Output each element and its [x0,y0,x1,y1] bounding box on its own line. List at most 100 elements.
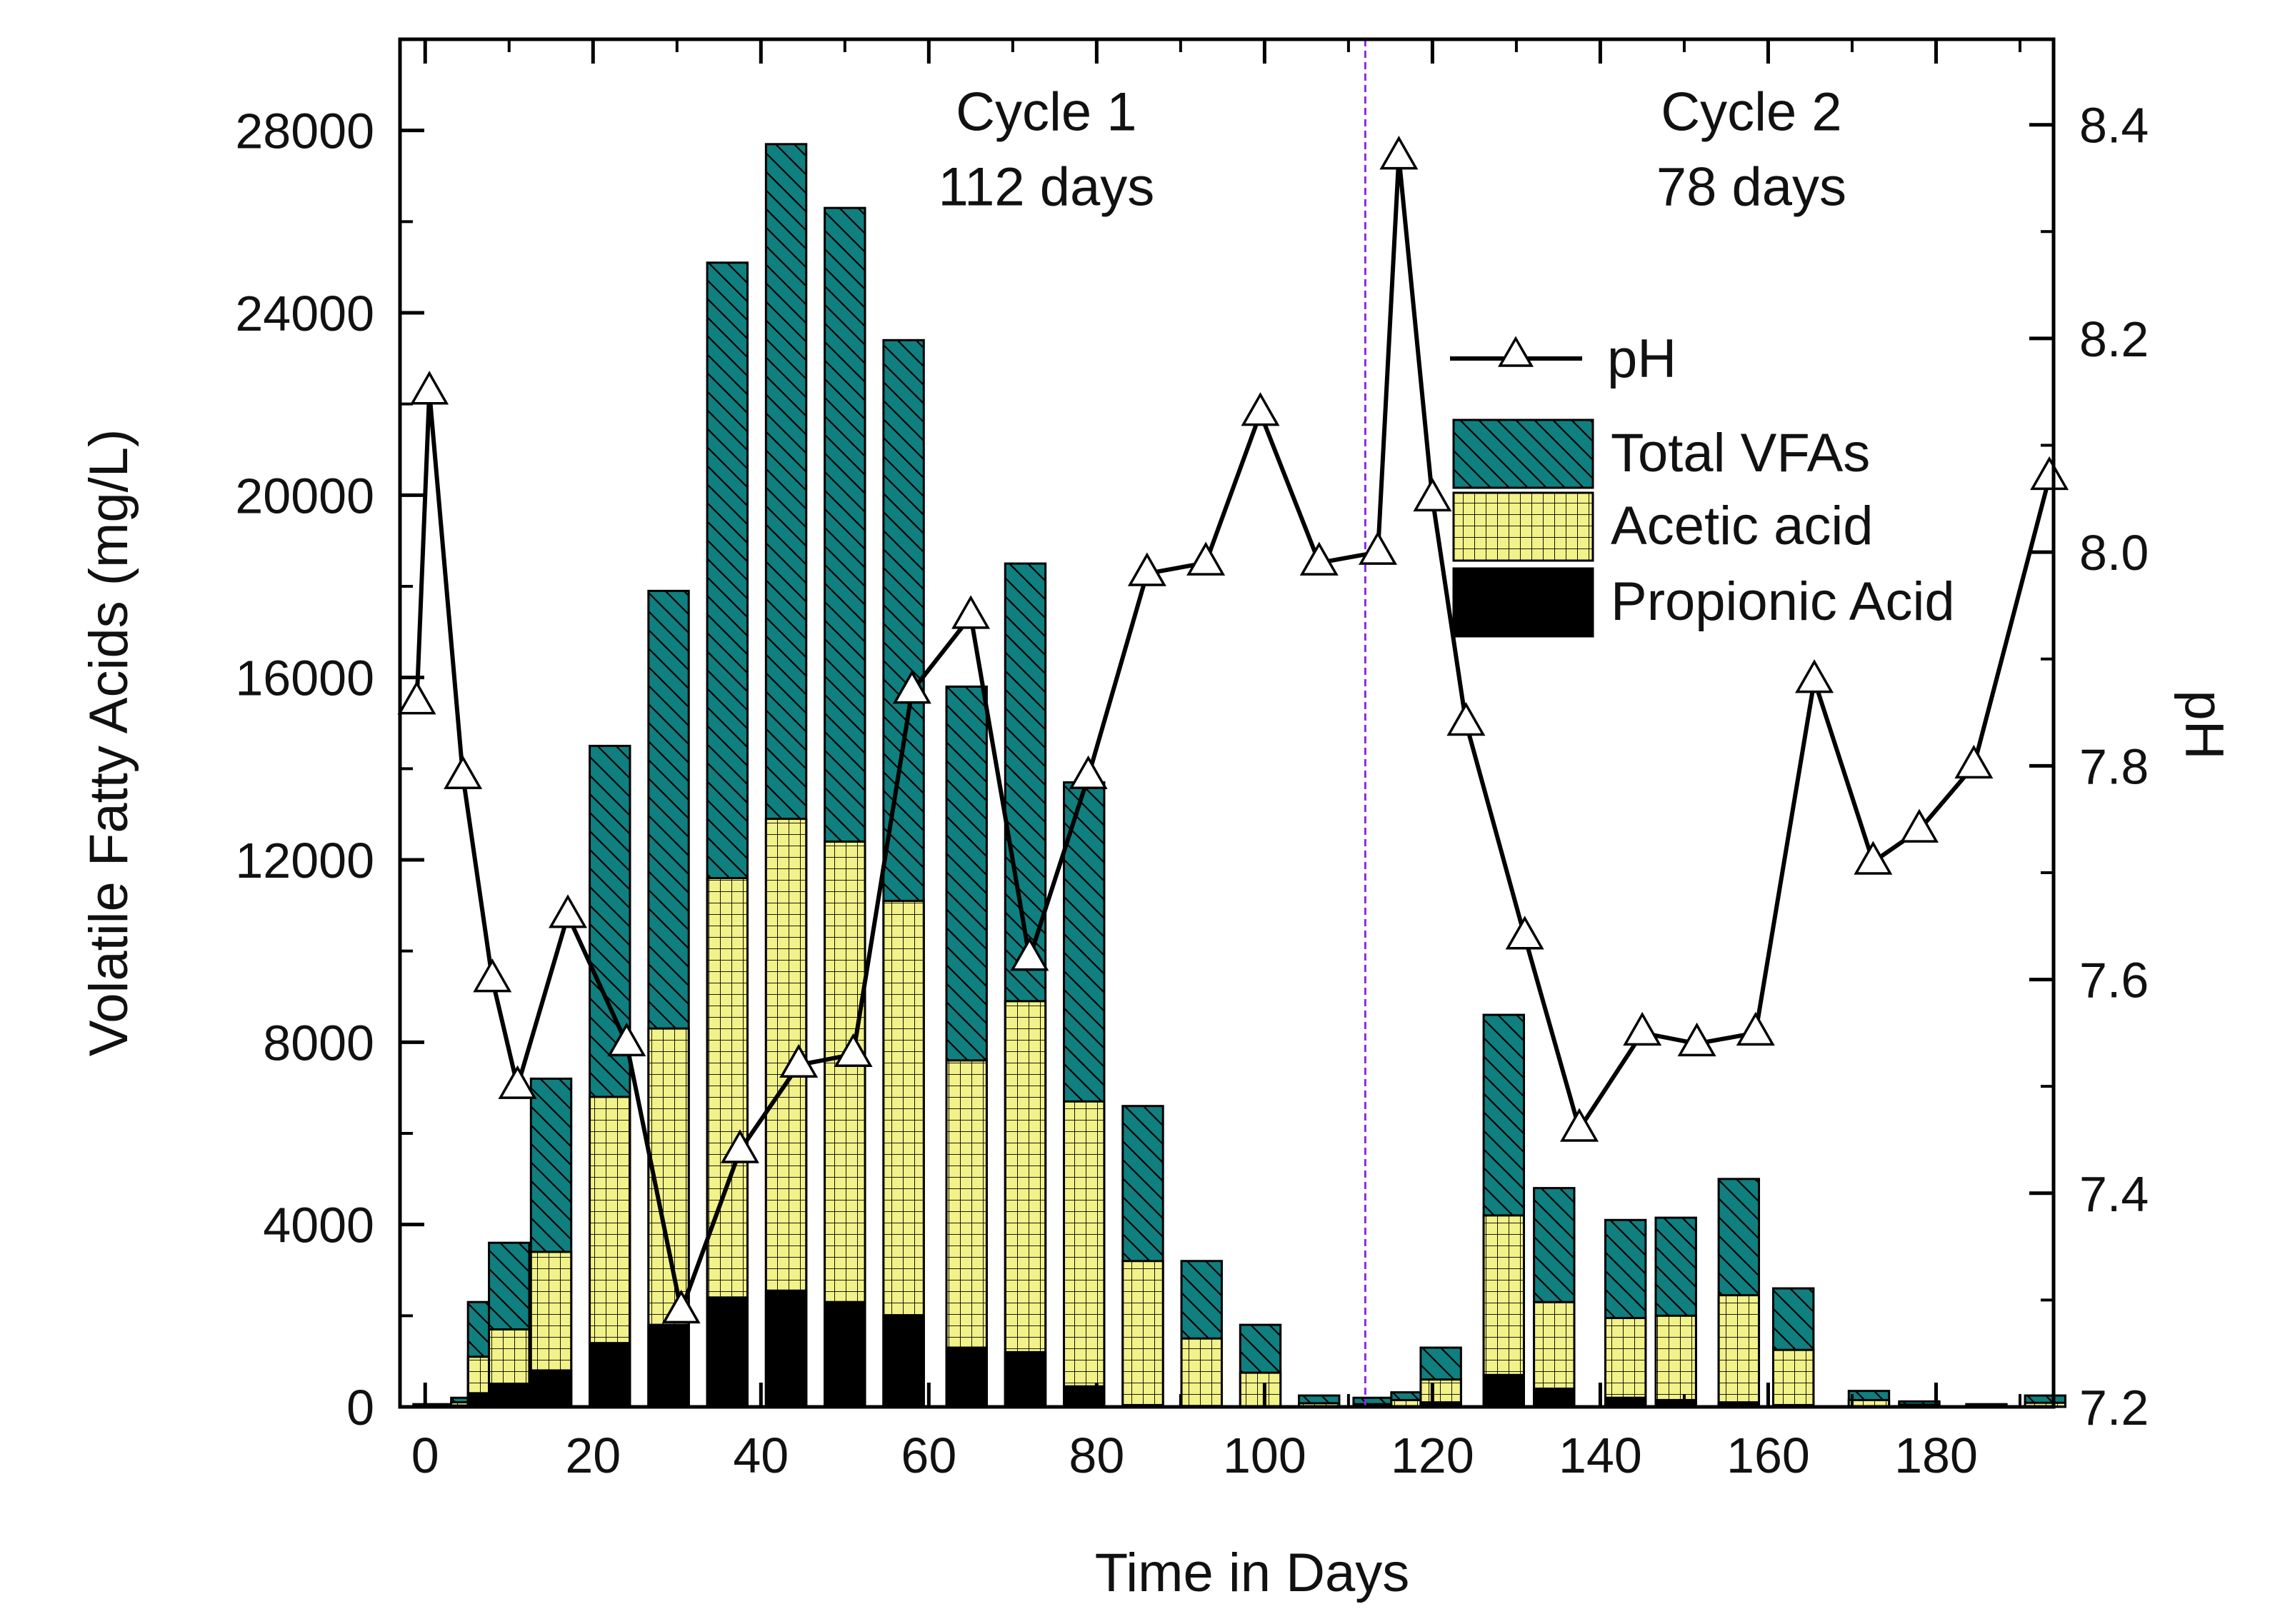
bar-propionic-acid [706,1296,749,1408]
bar-acetic-acid [1180,1337,1223,1408]
bar-group [945,685,988,1408]
y-right-tick-label: 8.4 [2079,98,2149,154]
bar-acetic-acid [1772,1348,1815,1408]
bar-group [529,1077,573,1408]
x-tick-label: 60 [901,1428,956,1483]
ph-point [1899,808,1939,843]
bar-acetic-acid [1121,1260,1164,1408]
bar-propionic-acid [1482,1373,1525,1408]
bar-acetic-acid [1604,1317,1647,1408]
legend-acetic-swatch [1452,491,1594,562]
x-tick-label: 120 [1391,1428,1474,1483]
annotations: Cycle 1 112 days Cycle 2 78 days [938,82,1846,218]
bar-propionic-acid [529,1369,573,1408]
legend-ph-label: pH [1607,329,1676,389]
bar-acetic-acid [1717,1294,1761,1408]
ph-point [1241,392,1280,426]
cycle2-label-line: 78 days [1656,157,1846,218]
legend-propionic-swatch [1452,567,1594,638]
legend-ph-marker [1497,336,1534,367]
plot-frame [398,37,2056,1409]
ph-point [1069,755,1108,790]
ph-point [1379,136,1419,170]
ph-point [473,958,512,993]
bar-acetic-acid [1004,1000,1047,1408]
x-tick-label: 140 [1559,1428,1642,1483]
bar-group [882,339,925,1408]
bar-group [1419,1346,1462,1408]
x-tick-label: 160 [1726,1428,1810,1483]
x-tick-label: 40 [733,1428,789,1483]
legend-total-label: Total VFAs [1611,423,1870,483]
bar-group [1533,1187,1576,1408]
ph-point [1010,937,1049,971]
ph-point [498,1065,537,1099]
ph-point [1413,477,1452,512]
ph-point [1736,1011,1775,1046]
ph-point [1677,1022,1716,1057]
bar-group [706,261,749,1408]
ph-point [1505,916,1544,950]
legend-propionic-label: Propionic Acid [1611,571,1955,632]
x-axis-title: Time in Days [1095,1543,1410,1603]
bar-propionic-acid [589,1342,631,1408]
bar-group [1654,1216,1697,1408]
ph-point [1795,659,1834,693]
cycle1-label-line: 112 days [938,157,1154,218]
bar-acetic-acid [1063,1100,1106,1408]
y-left-tick-label: 24000 [235,286,374,341]
bar-group [764,143,808,1408]
bar-acetic-acid [1654,1314,1697,1408]
y-right-tick-label: 7.6 [2079,953,2149,1008]
bar-group [1847,1390,1891,1408]
y-axis-left-title: Volatile Fatty Acids (mg/L) [79,429,139,1057]
y-left-tick-label: 8000 [263,1015,374,1071]
y-left-tick-label: 12000 [235,833,374,888]
bar-propionic-acid [647,1323,690,1408]
ph-point [1446,701,1486,736]
ph-point [1186,541,1226,576]
ph-point [951,595,991,629]
y-right-tick-label: 8.0 [2079,525,2149,581]
ph-point [1854,841,1893,875]
x-tick-label: 20 [565,1428,621,1483]
y-right-tick-label: 8.2 [2079,311,2149,367]
ph-point [1299,541,1339,576]
ph-point [1560,1108,1599,1142]
bar-propionic-acid [1004,1350,1047,1408]
bar-group [1063,781,1106,1408]
bar-group [1604,1218,1647,1408]
ph-point [1954,744,1994,779]
bar-acetic-acid [1239,1371,1282,1408]
ph-point [2030,456,2069,491]
bar-propionic-acid [764,1289,808,1408]
axes: 0 20 40 60 80 100 120 140 160 180 0 4000 8000 12000 16… [235,39,2149,1483]
y-right-tick-label: 7.8 [2079,738,2149,794]
x-tick-label: 180 [1894,1428,1978,1483]
bar-group [1004,562,1047,1408]
y-right-tick-label: 7.2 [2079,1380,2149,1435]
y-right-tick-label: 7.4 [2079,1166,2149,1222]
bar-group [488,1241,531,1408]
ph-point [661,1289,701,1324]
y-left-tick-label: 0 [346,1380,374,1435]
bar-propionic-acid [945,1346,988,1408]
legend: pH Total VFAs Acetic acid Propionic Acid [1450,329,1955,638]
bar-group [589,744,631,1408]
ph-point [1359,531,1398,565]
bar-group [647,589,690,1408]
x-tick-label: 80 [1069,1428,1124,1483]
cycle1-label-line: Cycle 1 [956,82,1136,143]
ph-point [410,371,449,405]
bar-group [1772,1287,1815,1408]
y-left-tick-label: 20000 [235,468,374,523]
bar-propionic-acid [1533,1387,1576,1408]
y-left-tick-label: 16000 [235,651,374,706]
y-left-tick-label: 28000 [235,104,374,159]
x-tick-label: 0 [411,1428,439,1483]
legend-total-swatch [1452,418,1594,489]
ph-point [607,1022,646,1057]
ph-point [1127,552,1166,586]
bar-group [824,206,866,1408]
